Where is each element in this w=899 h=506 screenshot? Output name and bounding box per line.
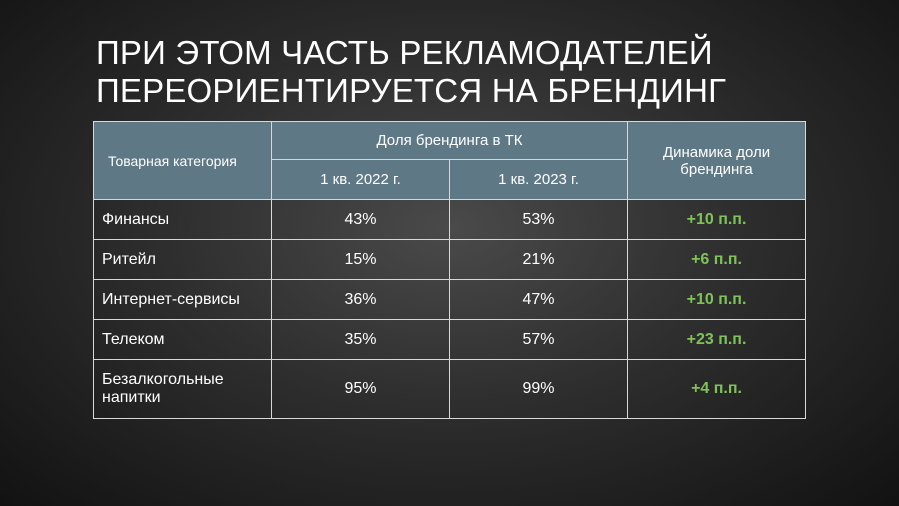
dynamics-cell: +10 п.п. <box>627 199 807 240</box>
slide-title-line-1: ПРИ ЭТОМ ЧАСТЬ РЕКЛАМОДАТЕЛЕЙ <box>96 34 713 71</box>
header-q1-2022: 1 кв. 2022 г. <box>271 159 450 200</box>
dynamics-cell: +10 п.п. <box>627 279 807 320</box>
header-dynamics: Динамика доли брендинга <box>627 121 807 200</box>
q1-2022-cell: 15% <box>271 239 450 280</box>
header-q1-2023: 1 кв. 2023 г. <box>448 159 629 200</box>
q1-2023-cell: 57% <box>448 319 629 360</box>
q1-2023-cell: 99% <box>448 359 629 419</box>
category-cell: Интернет-сервисы <box>93 279 272 320</box>
branding-share-table: Товарная категория Доля брендинга в ТК Д… <box>93 121 807 419</box>
table-row: Финансы 43% 53% +10 п.п. <box>93 199 807 240</box>
table-row: Интернет-сервисы 36% 47% +10 п.п. <box>93 279 807 320</box>
table-row: Безалкогольные напитки 95% 99% +4 п.п. <box>93 359 807 419</box>
q1-2023-cell: 53% <box>448 199 629 240</box>
table-row: Ритейл 15% 21% +6 п.п. <box>93 239 807 280</box>
q1-2023-cell: 47% <box>448 279 629 320</box>
q1-2023-cell: 21% <box>448 239 629 280</box>
slide-title: ПРИ ЭТОМ ЧАСТЬ РЕКЛАМОДАТЕЛЕЙ ПЕРЕОРИЕНТ… <box>96 34 856 110</box>
category-cell: Телеком <box>93 319 272 360</box>
header-share-group: Доля брендинга в ТК <box>270 121 629 160</box>
q1-2022-cell: 36% <box>271 279 450 320</box>
category-cell: Безалкогольные напитки <box>93 359 272 419</box>
slide-title-line-2: ПЕРЕОРИЕНТИРУЕТСЯ НА БРЕНДИНГ <box>96 72 727 109</box>
q1-2022-cell: 95% <box>271 359 450 419</box>
table-subheader-row: 1 кв. 2022 г. 1 кв. 2023 г. <box>94 159 806 200</box>
q1-2022-cell: 35% <box>271 319 450 360</box>
dynamics-cell: +4 п.п. <box>627 359 807 419</box>
q1-2022-cell: 43% <box>271 199 450 240</box>
table-row: Телеком 35% 57% +23 п.п. <box>93 319 807 360</box>
category-cell: Ритейл <box>93 239 272 280</box>
table-header-row: Товарная категория Доля брендинга в ТК Д… <box>93 121 807 200</box>
category-cell: Финансы <box>93 199 272 240</box>
header-category: Товарная категория <box>93 121 272 200</box>
dynamics-cell: +23 п.п. <box>627 319 807 360</box>
dynamics-cell: +6 п.п. <box>627 239 807 280</box>
